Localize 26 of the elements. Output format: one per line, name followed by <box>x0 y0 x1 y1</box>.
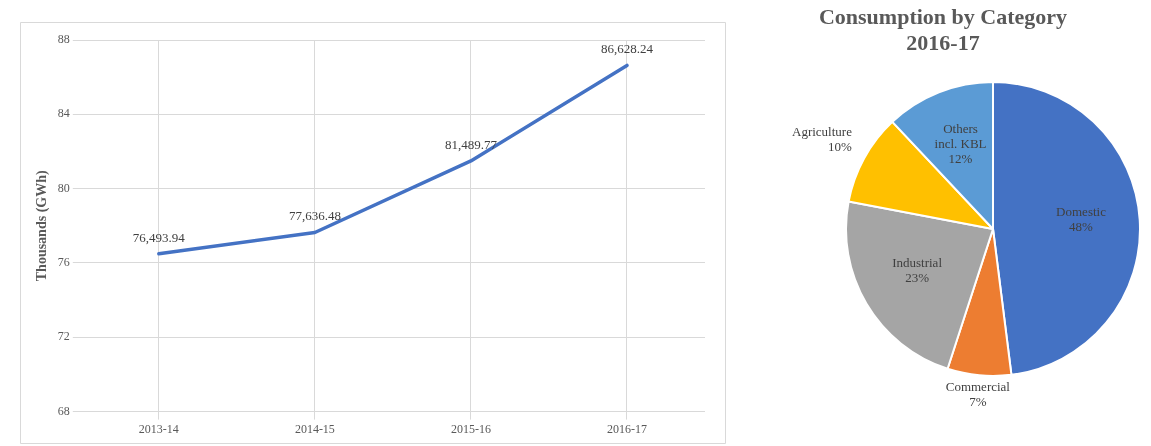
x-tick-label: 2016-17 <box>606 421 647 436</box>
slice-label: Commercial <box>945 379 1011 395</box>
data-label: 48% <box>1069 219 1094 235</box>
slice-label: Others incl. KBL <box>934 120 987 151</box>
x-tick-label: 2013-14 <box>138 421 179 436</box>
y-axis-title: Thousands (GWh) <box>34 170 51 282</box>
data-label: 12% <box>948 150 973 166</box>
slice-label: Domestic <box>1056 204 1107 220</box>
x-tick-label: 2014-15 <box>294 421 335 436</box>
y-tick-label: 80 <box>57 180 70 195</box>
y-tick-label: 72 <box>57 329 70 344</box>
slice-label: Industrial <box>892 254 943 270</box>
slice-label: Agriculture <box>791 124 853 140</box>
annotation: 76,493.94 <box>132 229 186 245</box>
annotation: 77,636.48 <box>288 208 341 224</box>
annotation: 81,489.77 <box>444 136 498 152</box>
annotation: 86,628.24 <box>600 41 654 57</box>
chart-title: Consumption by Category 2016-17 <box>817 3 1069 56</box>
data-label: 7% <box>969 394 987 410</box>
y-tick-label: 84 <box>57 106 70 121</box>
y-tick-label: 76 <box>57 255 70 270</box>
data-label: 10% <box>828 139 853 155</box>
y-tick-label: 68 <box>57 403 70 418</box>
y-tick-label: 88 <box>57 32 70 47</box>
data-label: 23% <box>905 269 930 285</box>
x-tick-label: 2015-16 <box>450 421 491 436</box>
